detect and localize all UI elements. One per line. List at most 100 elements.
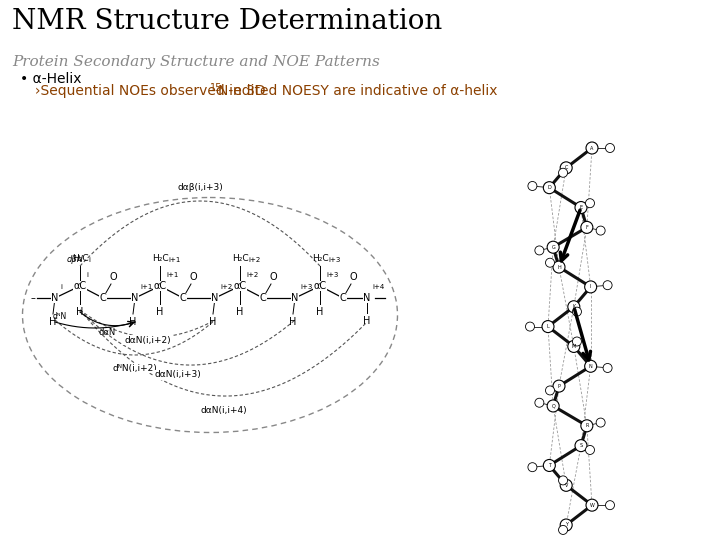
Text: N: N — [292, 293, 299, 303]
Text: N: N — [51, 293, 59, 303]
Text: αC: αC — [313, 281, 327, 291]
Circle shape — [572, 337, 582, 346]
Circle shape — [544, 181, 555, 194]
Text: N: N — [131, 293, 139, 303]
Circle shape — [586, 142, 598, 154]
Circle shape — [535, 246, 544, 255]
Circle shape — [581, 420, 593, 432]
Text: I: I — [590, 285, 591, 289]
Circle shape — [544, 460, 555, 471]
Text: H: H — [289, 317, 297, 327]
Text: H: H — [76, 307, 84, 317]
Text: S: S — [580, 443, 582, 448]
Text: i+3: i+3 — [300, 284, 312, 290]
Text: H₂C: H₂C — [232, 254, 248, 263]
Circle shape — [560, 480, 572, 491]
Text: dβN: dβN — [66, 255, 84, 265]
Text: M: M — [572, 344, 576, 349]
Circle shape — [606, 144, 614, 152]
Circle shape — [585, 281, 597, 293]
Text: H: H — [236, 307, 243, 317]
Circle shape — [596, 226, 605, 235]
Text: E: E — [580, 205, 582, 210]
Circle shape — [528, 463, 537, 471]
Text: C: C — [260, 293, 266, 303]
Circle shape — [547, 400, 559, 412]
Text: dαN(i,i+2): dαN(i,i+2) — [124, 335, 171, 345]
Text: C: C — [99, 293, 107, 303]
Text: dᴺN: dᴺN — [53, 312, 67, 321]
Text: H: H — [210, 317, 217, 327]
Text: H₂C: H₂C — [72, 254, 89, 263]
Text: –: – — [30, 293, 35, 303]
Circle shape — [603, 281, 612, 289]
Text: Protein Secondary Structure and NOE Patterns: Protein Secondary Structure and NOE Patt… — [12, 55, 380, 69]
Circle shape — [546, 258, 554, 267]
Text: i+2: i+2 — [248, 257, 260, 263]
Text: i+2: i+2 — [246, 272, 258, 278]
Text: H: H — [557, 265, 561, 269]
Circle shape — [575, 440, 587, 451]
Text: i: i — [86, 272, 88, 278]
Circle shape — [535, 398, 544, 407]
Circle shape — [568, 340, 580, 353]
Text: H: H — [130, 317, 137, 327]
Text: K: K — [572, 304, 575, 309]
Circle shape — [581, 221, 593, 233]
Text: NMR Structure Determination: NMR Structure Determination — [12, 8, 442, 35]
Text: i: i — [88, 257, 90, 263]
Circle shape — [559, 525, 567, 535]
Text: P: P — [557, 383, 560, 389]
Text: G: G — [552, 245, 555, 249]
Text: C: C — [564, 165, 568, 170]
Text: H₂C: H₂C — [152, 254, 168, 263]
Text: W: W — [590, 503, 595, 508]
Text: L: L — [546, 324, 549, 329]
Text: i: i — [60, 284, 62, 290]
Text: N: N — [364, 293, 371, 303]
Text: dαN: dαN — [99, 328, 116, 337]
Circle shape — [596, 418, 605, 427]
Text: V: V — [564, 483, 568, 488]
Circle shape — [585, 360, 597, 372]
Circle shape — [559, 476, 567, 485]
Text: • α-Helix: • α-Helix — [20, 72, 81, 86]
Text: N: N — [589, 364, 593, 369]
Text: O: O — [109, 272, 117, 282]
Text: dᴺN(i,i+2): dᴺN(i,i+2) — [112, 363, 158, 373]
Text: O: O — [189, 272, 197, 282]
Text: i+2: i+2 — [220, 284, 233, 290]
Circle shape — [606, 501, 614, 510]
Circle shape — [560, 162, 572, 174]
Text: H: H — [156, 307, 163, 317]
Text: i+4: i+4 — [372, 284, 384, 290]
Text: αC: αC — [73, 281, 86, 291]
Text: N: N — [211, 293, 219, 303]
Text: H: H — [316, 307, 324, 317]
Circle shape — [603, 363, 612, 373]
Circle shape — [546, 386, 554, 395]
Text: C: C — [179, 293, 186, 303]
Text: D: D — [547, 185, 552, 190]
Circle shape — [575, 201, 587, 213]
Text: O: O — [349, 272, 357, 282]
Text: N-edited NOESY are indicative of α-helix: N-edited NOESY are indicative of α-helix — [218, 84, 498, 98]
Circle shape — [528, 181, 537, 191]
Text: R: R — [585, 423, 588, 428]
Text: αC: αC — [233, 281, 246, 291]
Text: O: O — [269, 272, 276, 282]
Text: αC: αC — [153, 281, 166, 291]
Circle shape — [586, 499, 598, 511]
Text: F: F — [585, 225, 588, 230]
Circle shape — [559, 168, 567, 177]
Circle shape — [553, 261, 565, 273]
Text: i+1: i+1 — [168, 257, 181, 263]
Text: ›Sequential NOEs observed in 3D: ›Sequential NOEs observed in 3D — [35, 84, 270, 98]
Text: Y: Y — [564, 523, 567, 528]
Circle shape — [560, 519, 572, 531]
Text: dαN(i,i+4): dαN(i,i+4) — [200, 406, 247, 415]
Circle shape — [547, 241, 559, 253]
Text: H: H — [364, 316, 371, 326]
Text: T: T — [548, 463, 551, 468]
Text: C: C — [340, 293, 346, 303]
